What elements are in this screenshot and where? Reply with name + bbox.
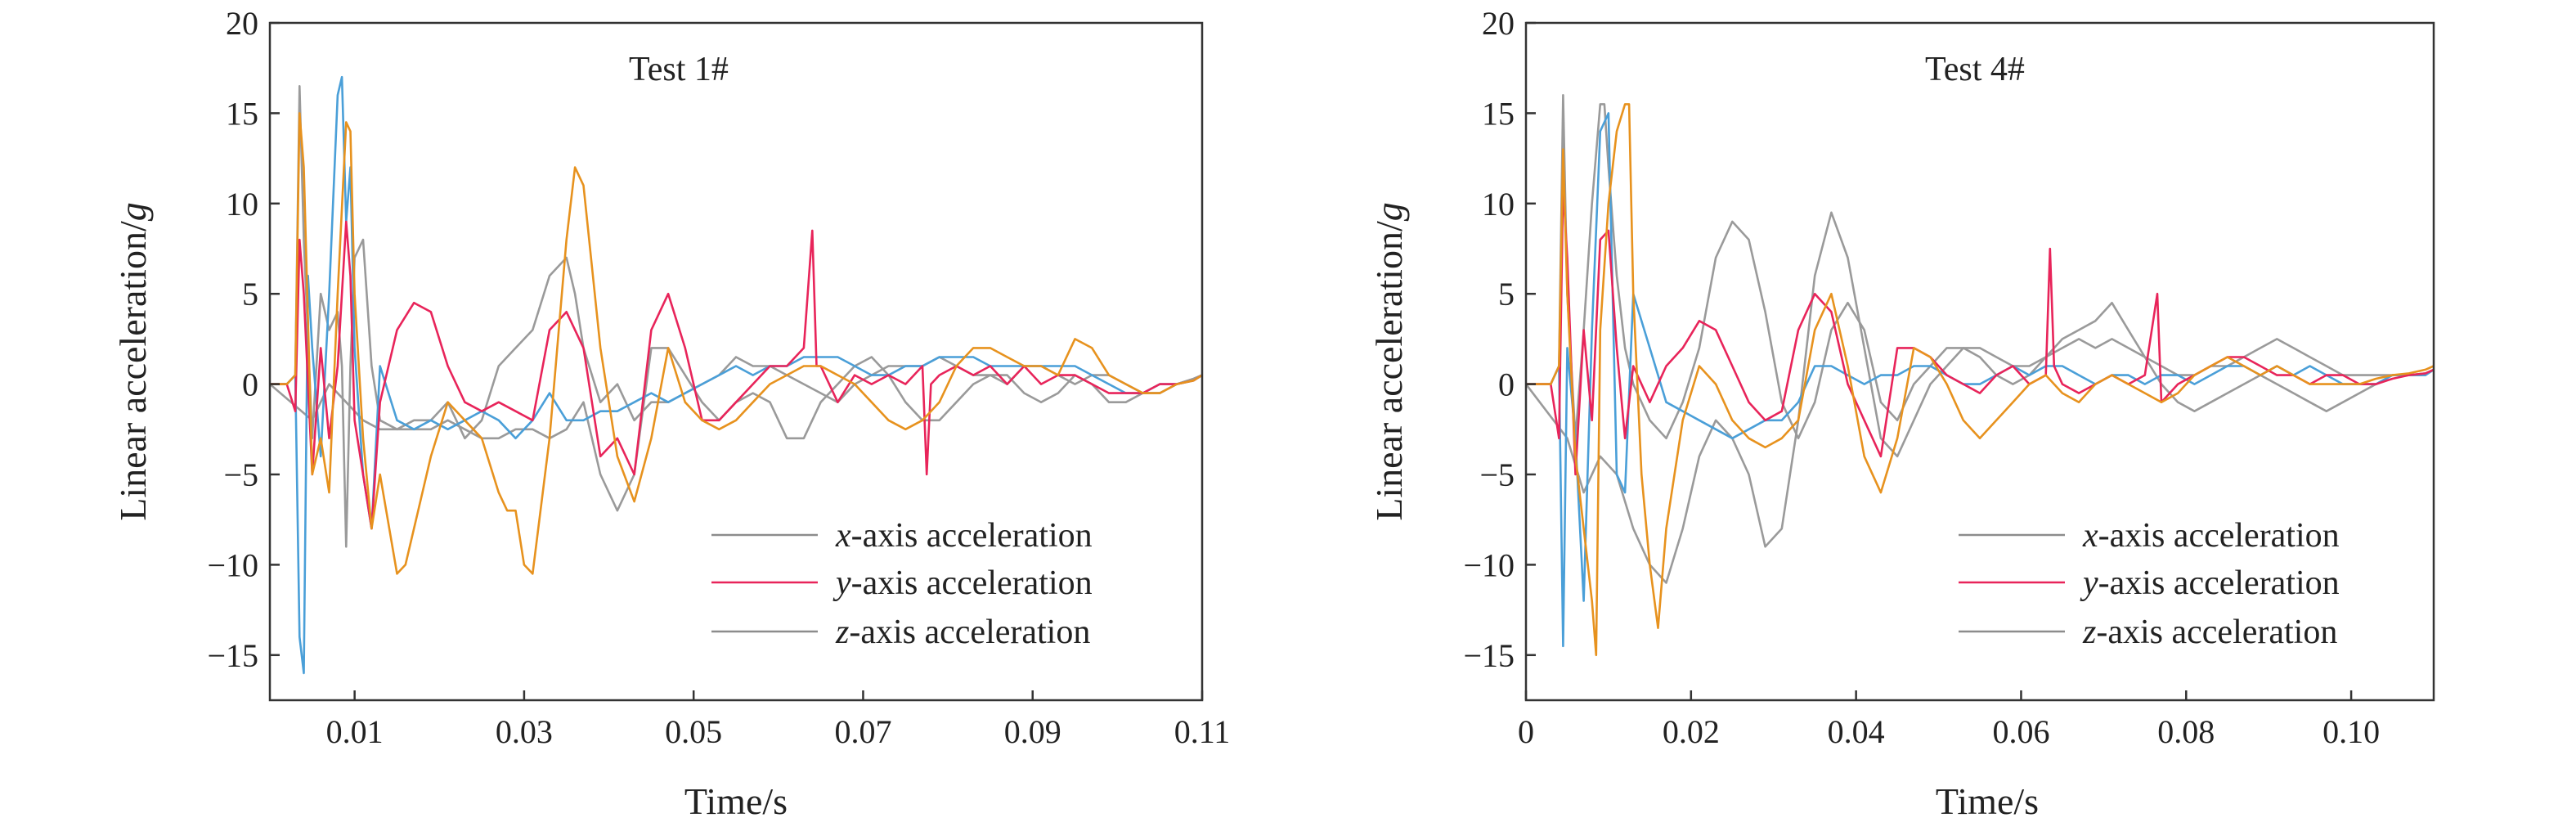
y-tick-label: 20: [1482, 5, 1515, 42]
y-tick-label: 10: [1482, 186, 1515, 222]
legend-label-z: z-axis acceleration: [2082, 614, 2337, 651]
y-axis-label-unit: g: [112, 202, 154, 221]
x-tick-label: 0.06: [1992, 713, 2049, 750]
x-tick-label: 0.01: [326, 713, 384, 750]
y-tick-label: 20: [226, 5, 258, 42]
chart-panel-test-4: 0 0.02 0.04 0.06 0.08 0.10 −15 −10 −5 0 5 10 15 20 Te…: [1368, 5, 2435, 822]
legend-label-y: y-axis acceleration: [2080, 564, 2340, 602]
y-tick-label: 10: [226, 186, 258, 222]
y-tick-label: −5: [223, 456, 258, 493]
y-tick-label: −15: [207, 637, 258, 674]
y-axis-label-text: Linear acceleration/: [112, 221, 154, 521]
x-tick-label: 0.08: [2157, 713, 2215, 750]
x-tick-label: 0.04: [1828, 713, 1885, 750]
axis-ticks: 0.01 0.03 0.05 0.07 0.09 0.11 −15 −10 −5 0 5 10 15 20: [207, 5, 1230, 750]
legend-label-x: x-axis acceleration: [835, 517, 1093, 555]
x-tick-label: 0: [1518, 713, 1534, 750]
y-tick-label: 0: [242, 366, 258, 403]
y-tick-label: 0: [1498, 366, 1515, 403]
traces: [1526, 94, 2434, 657]
legend-entry-z: z-axis acceleration: [1959, 614, 2337, 651]
legend-entry-y: y-axis acceleration: [711, 564, 1093, 602]
x-tick-label: 0.02: [1663, 713, 1720, 750]
x-tick-label: 0.07: [834, 713, 891, 750]
legend-label-z: z-axis acceleration: [835, 614, 1090, 651]
y-tick-label: 5: [1498, 276, 1515, 312]
x-tick-label: 0.05: [665, 713, 722, 750]
axis-ticks: 0 0.02 0.04 0.06 0.08 0.10 −15 −10 −5 0 5 10 15 20: [1463, 5, 2380, 750]
legend-entry-x: x-axis acceleration: [1959, 517, 2340, 555]
x-tick-label: 0.10: [2322, 713, 2380, 750]
legend-entry-y: y-axis acceleration: [1959, 564, 2340, 602]
series-line-z-axis: [270, 112, 1202, 575]
y-axis-label: Linear acceleration/g: [1368, 202, 1410, 520]
y-tick-label: −10: [207, 546, 258, 583]
y-tick-label: 5: [242, 276, 258, 312]
y-axis-label: Linear acceleration/g: [112, 202, 154, 520]
x-tick-label: 0.03: [496, 713, 553, 750]
y-axis-label-text: Linear acceleration/: [1368, 221, 1410, 521]
legend: x-axis acceleration y-axis acceleration …: [1959, 517, 2340, 651]
x-tick-label: 0.11: [1174, 713, 1231, 750]
y-tick-label: −5: [1479, 456, 1515, 493]
x-tick-label: 0.09: [1004, 713, 1061, 750]
chart-panel-test-1: 0.01 0.03 0.05 0.07 0.09 0.11 −15 −10 −5 0 5 10 15 20…: [112, 5, 1230, 822]
y-tick-label: −15: [1463, 637, 1515, 674]
y-axis-label-unit: g: [1368, 202, 1410, 221]
legend-label-y: y-axis acceleration: [832, 564, 1093, 602]
x-axis-label: Time/s: [1936, 780, 2039, 822]
legend-label-x: x-axis acceleration: [2082, 517, 2340, 555]
panel-title: Test 4#: [1925, 51, 2025, 88]
legend-entry-x: x-axis acceleration: [711, 517, 1093, 555]
traces: [270, 75, 1202, 675]
y-tick-label: 15: [226, 95, 258, 132]
legend: x-axis acceleration y-axis acceleration …: [711, 517, 1093, 651]
series-line-z-axis: [1526, 103, 2434, 657]
plot-frame: [1524, 21, 2435, 702]
gray-trace-2: [270, 347, 1202, 512]
plot-frame: [268, 21, 1204, 702]
legend-entry-z: z-axis acceleration: [711, 614, 1090, 651]
series-line-y-axis: [1526, 184, 2434, 476]
panel-title: Test 1#: [629, 51, 729, 88]
y-tick-label: 15: [1482, 95, 1515, 132]
x-axis-label: Time/s: [684, 780, 788, 822]
y-tick-label: −10: [1463, 546, 1515, 583]
